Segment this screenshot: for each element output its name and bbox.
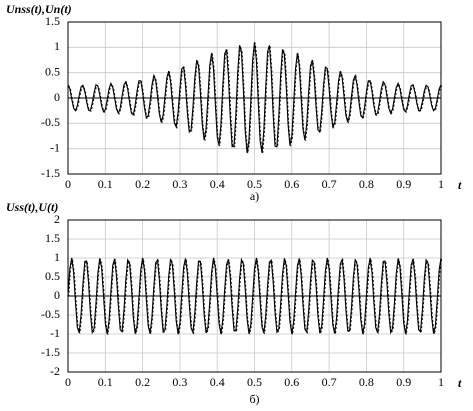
y-tick-label: -1.5 xyxy=(41,345,60,359)
x-tick-label: 0 xyxy=(65,375,71,389)
y-tick-label: 1.5 xyxy=(45,231,60,245)
y-tick-label: 0.5 xyxy=(45,269,60,283)
x-tick-label: 0.2 xyxy=(135,177,150,191)
y-tick-label: 1.5 xyxy=(45,14,60,28)
x-tick-label: 0.1 xyxy=(98,177,113,191)
x-tick-label: 0.5 xyxy=(247,375,262,389)
y-tick-label: 0 xyxy=(54,90,60,104)
y-axis-label: Unss(t),Un(t) xyxy=(6,2,72,16)
signal-line xyxy=(67,42,442,153)
x-tick-label: 0.8 xyxy=(359,375,374,389)
x-tick-label: 0.3 xyxy=(172,375,187,389)
y-tick-label: -1 xyxy=(50,326,60,340)
x-tick-label: 0.2 xyxy=(135,375,150,389)
x-tick-label: 0.1 xyxy=(98,375,113,389)
caption: а) xyxy=(250,189,259,203)
signal-line xyxy=(67,257,442,335)
y-axis-label: Uss(t),U(t) xyxy=(6,200,58,214)
y-tick-label: 1 xyxy=(54,250,60,264)
x-tick-label: 0.6 xyxy=(284,375,299,389)
x-axis-label: t xyxy=(458,178,462,192)
y-tick-label: 2 xyxy=(54,212,60,226)
x-tick-label: 1 xyxy=(438,177,444,191)
x-tick-label: 0.6 xyxy=(284,177,299,191)
y-tick-label: 1 xyxy=(54,39,60,53)
y-tick-label: -0.5 xyxy=(41,307,60,321)
x-tick-label: 0.9 xyxy=(396,375,411,389)
y-tick-label: 0.5 xyxy=(45,64,60,78)
x-tick-label: 0.8 xyxy=(359,177,374,191)
y-tick-label: -2 xyxy=(50,364,60,378)
y-tick-label: -1.5 xyxy=(41,166,60,180)
x-tick-label: 0.4 xyxy=(210,375,225,389)
y-tick-label: 0 xyxy=(54,288,60,302)
x-tick-label: 0.7 xyxy=(322,177,337,191)
signal-line-dashed xyxy=(68,42,443,154)
y-tick-label: -0.5 xyxy=(41,115,60,129)
x-axis-label: t xyxy=(458,376,462,390)
x-tick-label: 1 xyxy=(438,375,444,389)
y-tick-label: -1 xyxy=(50,140,60,154)
x-tick-label: 0.9 xyxy=(396,177,411,191)
x-tick-label: 0 xyxy=(65,177,71,191)
x-tick-label: 0.4 xyxy=(210,177,225,191)
x-tick-label: 0.7 xyxy=(322,375,337,389)
x-tick-label: 0.5 xyxy=(247,177,262,191)
x-tick-label: 0.3 xyxy=(172,177,187,191)
caption: б) xyxy=(249,392,259,406)
